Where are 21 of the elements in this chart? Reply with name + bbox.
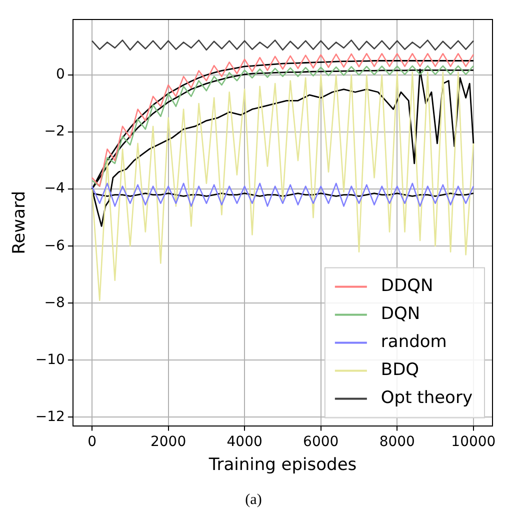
x-axis-title: Training episodes (208, 455, 357, 476)
text: (a) (244, 492, 263, 509)
x-tick-label: 6000 (303, 434, 339, 450)
legend-label: Opt theory (380, 388, 473, 408)
y-tick-label: −6 (44, 238, 66, 254)
legend-label: DQN (380, 304, 420, 324)
y-tick-label: 0 (56, 66, 65, 83)
legend-label: random (380, 332, 447, 352)
y-tick-label: −10 (35, 352, 65, 368)
y-tick-label: −8 (44, 294, 65, 311)
x-tick-label: 2000 (150, 434, 186, 450)
legend-label: BDQ (380, 360, 420, 380)
x-tick-label: 8000 (379, 434, 415, 450)
x-tick-label: 4000 (226, 434, 262, 450)
x-tick-label: 10000 (451, 434, 496, 450)
y-tick-label: −4 (44, 180, 66, 197)
legend-label: DDQN (380, 276, 434, 296)
y-tick-label: −2 (44, 124, 65, 140)
y-axis-title: Reward (10, 190, 30, 254)
y-tick-label: −12 (35, 408, 65, 425)
x-tick-label: 0 (88, 434, 96, 450)
